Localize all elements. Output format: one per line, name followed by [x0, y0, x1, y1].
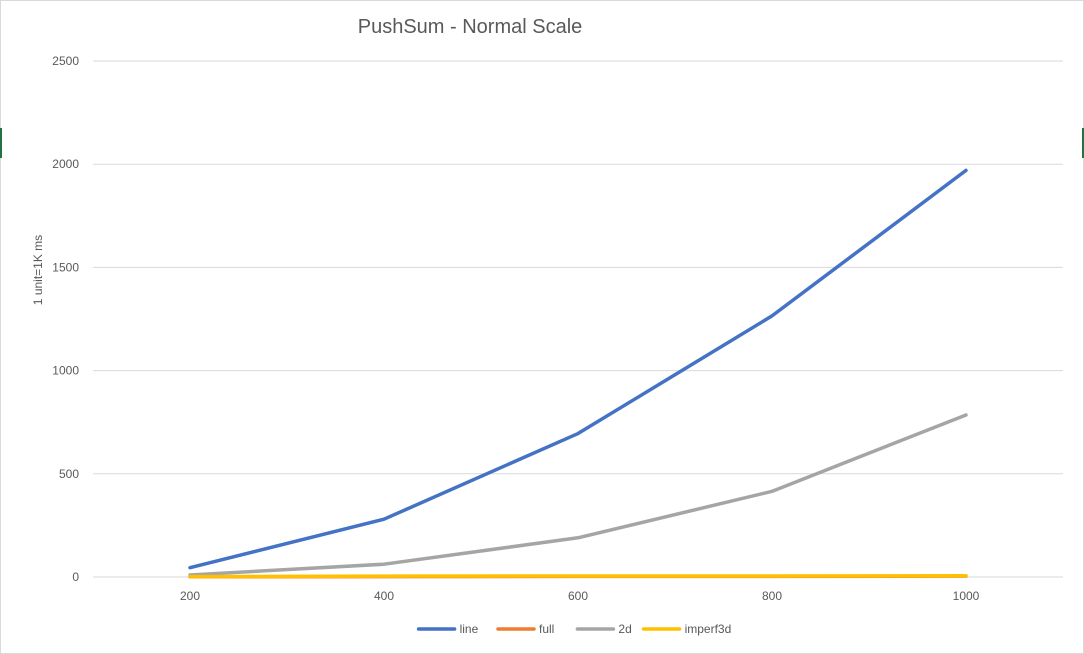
x-tick-label: 800 [762, 589, 782, 603]
y-tick-label: 1500 [52, 260, 79, 274]
x-tick-label: 400 [374, 589, 394, 603]
chart-title: PushSum - Normal Scale [358, 16, 583, 38]
legend-label-line: line [460, 622, 479, 636]
series-line-2d [188, 413, 968, 577]
series-line-line [188, 168, 968, 570]
axis-ticks: 0 500 1000 1500 2000 2500 200 400 600 800 1000 [52, 54, 979, 603]
legend: line full 2d imperf3d [416, 622, 732, 636]
y-tick-label: 1000 [52, 364, 79, 378]
x-tick-label: 600 [568, 589, 588, 603]
right-edge-marker [1082, 128, 1084, 158]
y-tick-label: 0 [72, 570, 79, 584]
legend-label-full: full [539, 622, 554, 636]
legend-label-imperf3d: imperf3d [685, 622, 732, 636]
y-tick-label: 2000 [52, 157, 79, 171]
x-tick-label: 200 [180, 589, 200, 603]
y-axis-label: 1 unit=1K ms [31, 235, 45, 305]
x-tick-label: 1000 [953, 589, 980, 603]
gridlines [93, 60, 1063, 578]
legend-label-2d: 2d [618, 622, 631, 636]
y-tick-label: 2500 [52, 54, 79, 68]
y-tick-label: 500 [59, 467, 79, 481]
series-lines [188, 168, 968, 579]
series-line-imperf3d [188, 574, 968, 579]
left-edge-marker [0, 128, 2, 158]
